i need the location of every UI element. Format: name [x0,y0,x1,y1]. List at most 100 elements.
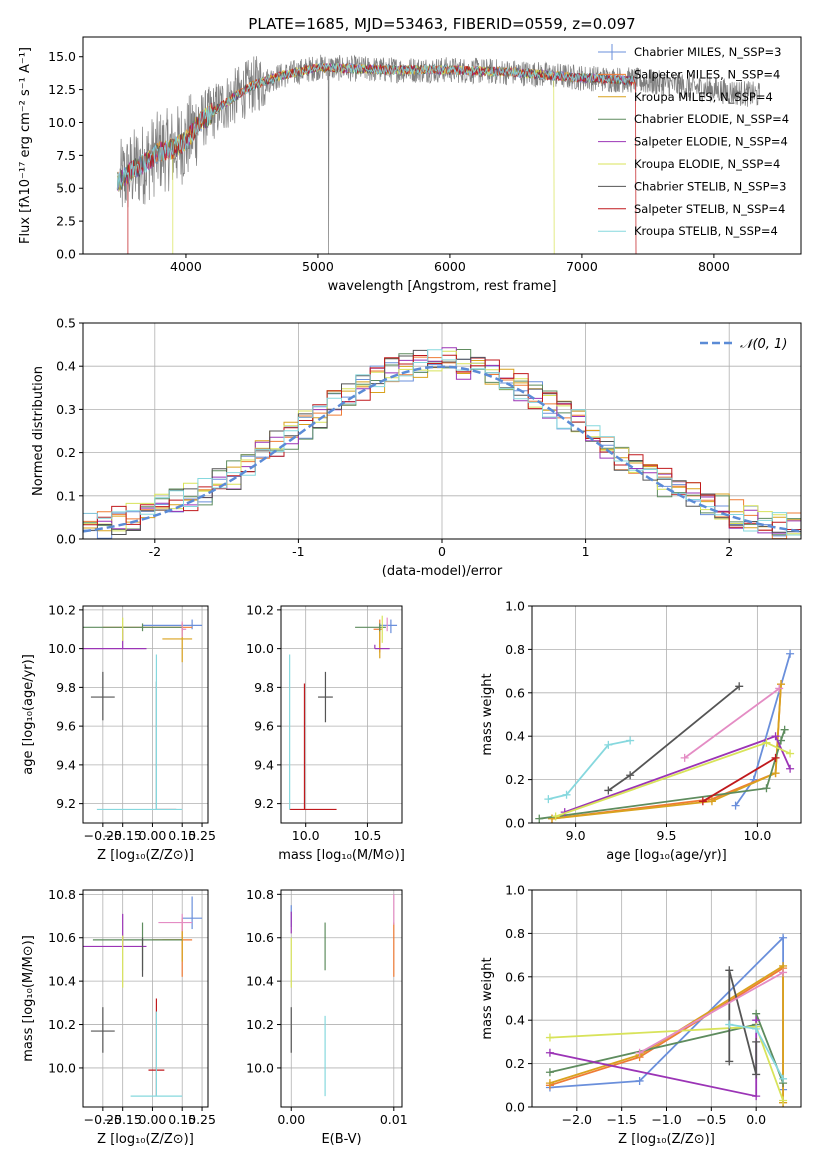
y-axis-label: mass weight [480,957,495,1039]
y-tick-label: 0.6 [505,685,525,700]
weight-line [702,757,777,803]
panel-1 [83,322,801,540]
weight-marker [777,680,786,689]
x-axis-label: wavelength [Angstrom, rest frame] [328,279,557,294]
y-tick-label: 10.2 [246,1017,274,1032]
axes-frame-5 [82,889,209,1108]
model-line [127,62,637,254]
y-tick-label: 10.6 [246,930,274,945]
x-tick-label: −0.25 [84,828,122,843]
y-tick-label: 0.2 [505,1056,525,1071]
weight-line [728,970,758,1075]
weight-marker [780,725,789,734]
weight-marker [786,649,795,658]
weight-line [548,739,631,800]
weight-marker [779,933,788,942]
weight-marker [779,968,788,977]
weight-marker [731,801,740,810]
weight-marker [545,1068,554,1077]
x-tick-label: 0.00 [277,1112,305,1127]
y-tick-label: 0.2 [505,772,525,787]
y-tick-label: 9.4 [56,757,76,772]
x-tick-label: 9.0 [566,828,586,843]
y-tick-label: 0.0 [505,1100,525,1115]
x-tick-label: −1.0 [651,1112,681,1127]
axes-frame-2 [82,605,209,824]
y-axis-label: Normed distribution [31,366,46,496]
x-axis-label: mass [log₁₀(M/M⊙)] [278,848,405,863]
axes-frame-0 [82,36,802,255]
x-axis-label: Z [log₁₀(Z/Z⊙)] [618,1132,715,1147]
y-tick-label: 15.0 [48,49,76,64]
weight-marker [725,966,734,975]
y-tick-label: 10.4 [246,974,274,989]
weight-marker [779,1096,788,1105]
model-line [172,63,555,254]
y-tick-label: 0.6 [505,969,525,984]
weight-marker [735,682,744,691]
weight-marker [635,1048,644,1057]
weight-marker [545,1079,554,1088]
panel-7 [532,889,801,1108]
y-tick-label: 10.0 [246,1060,274,1075]
weight-marker [786,749,795,758]
y-tick-label: 10.0 [48,1060,76,1075]
y-tick-label: 10.2 [246,602,274,617]
chart-title: PLATE=1685, MJD=53463, FIBERID=0559, z=0… [248,15,635,33]
y-tick-label: 10.6 [48,930,76,945]
x-tick-label: 1 [582,544,590,559]
y-tick-label: 0.3 [56,402,76,417]
y-axis-label: Flux [fλ10⁻¹⁷ erg cm⁻² s⁻¹ A⁻¹] [18,47,33,244]
x-tick-label: −0.15 [104,828,142,843]
weight-line [539,729,786,820]
x-tick-label: −0.25 [84,1112,122,1127]
x-tick-label: 6000 [434,259,466,274]
y-tick-label: 0.4 [505,1013,525,1028]
x-tick-label: 0.15 [168,1112,196,1127]
legend-entry: Salpeter STELIB, N_SSP=4 [634,202,785,216]
weight-marker [535,814,544,823]
x-tick-label: 5000 [302,259,334,274]
legend-entry: Chabrier STELIB, N_SSP=3 [634,179,786,193]
x-tick-label: −0.5 [696,1112,726,1127]
y-tick-label: 10.4 [48,974,76,989]
y-tick-label: 9.6 [254,719,274,734]
x-axis-label: (data-model)/error [382,564,503,579]
axes-frame-6 [280,889,403,1108]
x-tick-label: 10.5 [354,828,382,843]
weight-marker [551,812,560,821]
weight-marker [725,1020,734,1029]
x-tick-label: -2 [149,544,161,559]
x-tick-label: 10.0 [743,828,771,843]
legend-entry: Salpeter MILES, N_SSP=4 [634,67,780,81]
panel-5 [83,890,208,1107]
x-tick-label: −0.15 [104,1112,142,1127]
x-tick-label: −2.0 [562,1112,592,1127]
x-tick-label: 8000 [698,259,730,274]
x-tick-label: −1.5 [606,1112,636,1127]
normal-curve [83,365,801,533]
spectrum-group [116,54,761,254]
y-tick-label: 2.5 [56,214,76,229]
weight-marker [771,732,780,741]
model-line [116,61,635,190]
weight-marker [752,1092,761,1101]
x-tick-label: 0.00 [139,828,167,843]
legend-entry: Kroupa ELODIE, N_SSP=4 [634,157,780,171]
y-tick-label: 0.1 [56,488,76,503]
legend-entry: Salpeter ELODIE, N_SSP=4 [634,135,788,149]
weight-marker [544,795,553,804]
y-axis-label: mass [log₁₀(M/M⊙)] [21,935,36,1062]
x-tick-label: 2 [725,544,733,559]
y-tick-label: 1.0 [505,883,525,898]
y-tick-label: 9.2 [56,796,76,811]
panel-6 [281,890,402,1107]
weight-marker [698,797,707,806]
y-tick-label: 0.4 [56,359,76,374]
legend-entry: Chabrier MILES, N_SSP=3 [634,45,781,59]
x-tick-label: 7000 [566,259,598,274]
weight-line [639,971,784,1054]
weight-marker [626,771,635,780]
weight-marker [545,1048,554,1057]
y-tick-label: 0.0 [56,532,76,547]
